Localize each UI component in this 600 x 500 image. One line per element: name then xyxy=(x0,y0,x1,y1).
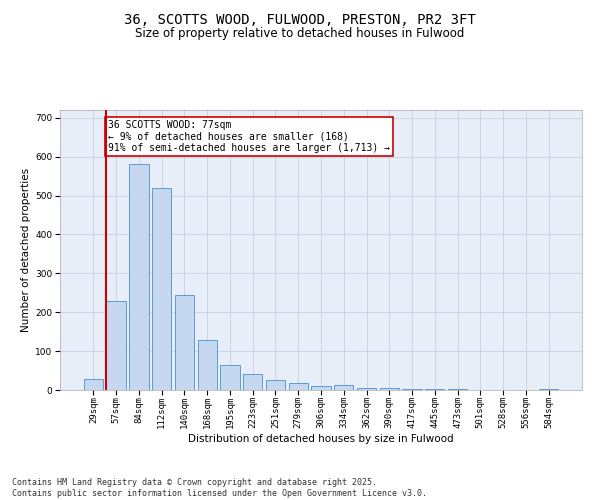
Text: Size of property relative to detached houses in Fulwood: Size of property relative to detached ho… xyxy=(136,28,464,40)
Bar xyxy=(334,386,353,390)
Bar xyxy=(539,389,558,390)
Text: Contains HM Land Registry data © Crown copyright and database right 2025.
Contai: Contains HM Land Registry data © Crown c… xyxy=(12,478,427,498)
Bar xyxy=(152,188,172,390)
X-axis label: Distribution of detached houses by size in Fulwood: Distribution of detached houses by size … xyxy=(188,434,454,444)
Bar xyxy=(380,388,399,390)
Bar xyxy=(289,384,308,390)
Bar xyxy=(197,340,217,390)
Bar xyxy=(84,379,103,390)
Y-axis label: Number of detached properties: Number of detached properties xyxy=(21,168,31,332)
Bar xyxy=(403,389,422,390)
Bar xyxy=(220,364,239,390)
Bar xyxy=(425,389,445,390)
Text: 36, SCOTTS WOOD, FULWOOD, PRESTON, PR2 3FT: 36, SCOTTS WOOD, FULWOOD, PRESTON, PR2 3… xyxy=(124,12,476,26)
Text: 36 SCOTTS WOOD: 77sqm
← 9% of detached houses are smaller (168)
91% of semi-deta: 36 SCOTTS WOOD: 77sqm ← 9% of detached h… xyxy=(107,120,389,153)
Bar xyxy=(175,294,194,390)
Bar xyxy=(243,374,262,390)
Bar xyxy=(106,300,126,390)
Bar xyxy=(266,380,285,390)
Bar xyxy=(129,164,149,390)
Bar xyxy=(448,389,467,390)
Bar xyxy=(311,386,331,390)
Bar xyxy=(357,388,376,390)
